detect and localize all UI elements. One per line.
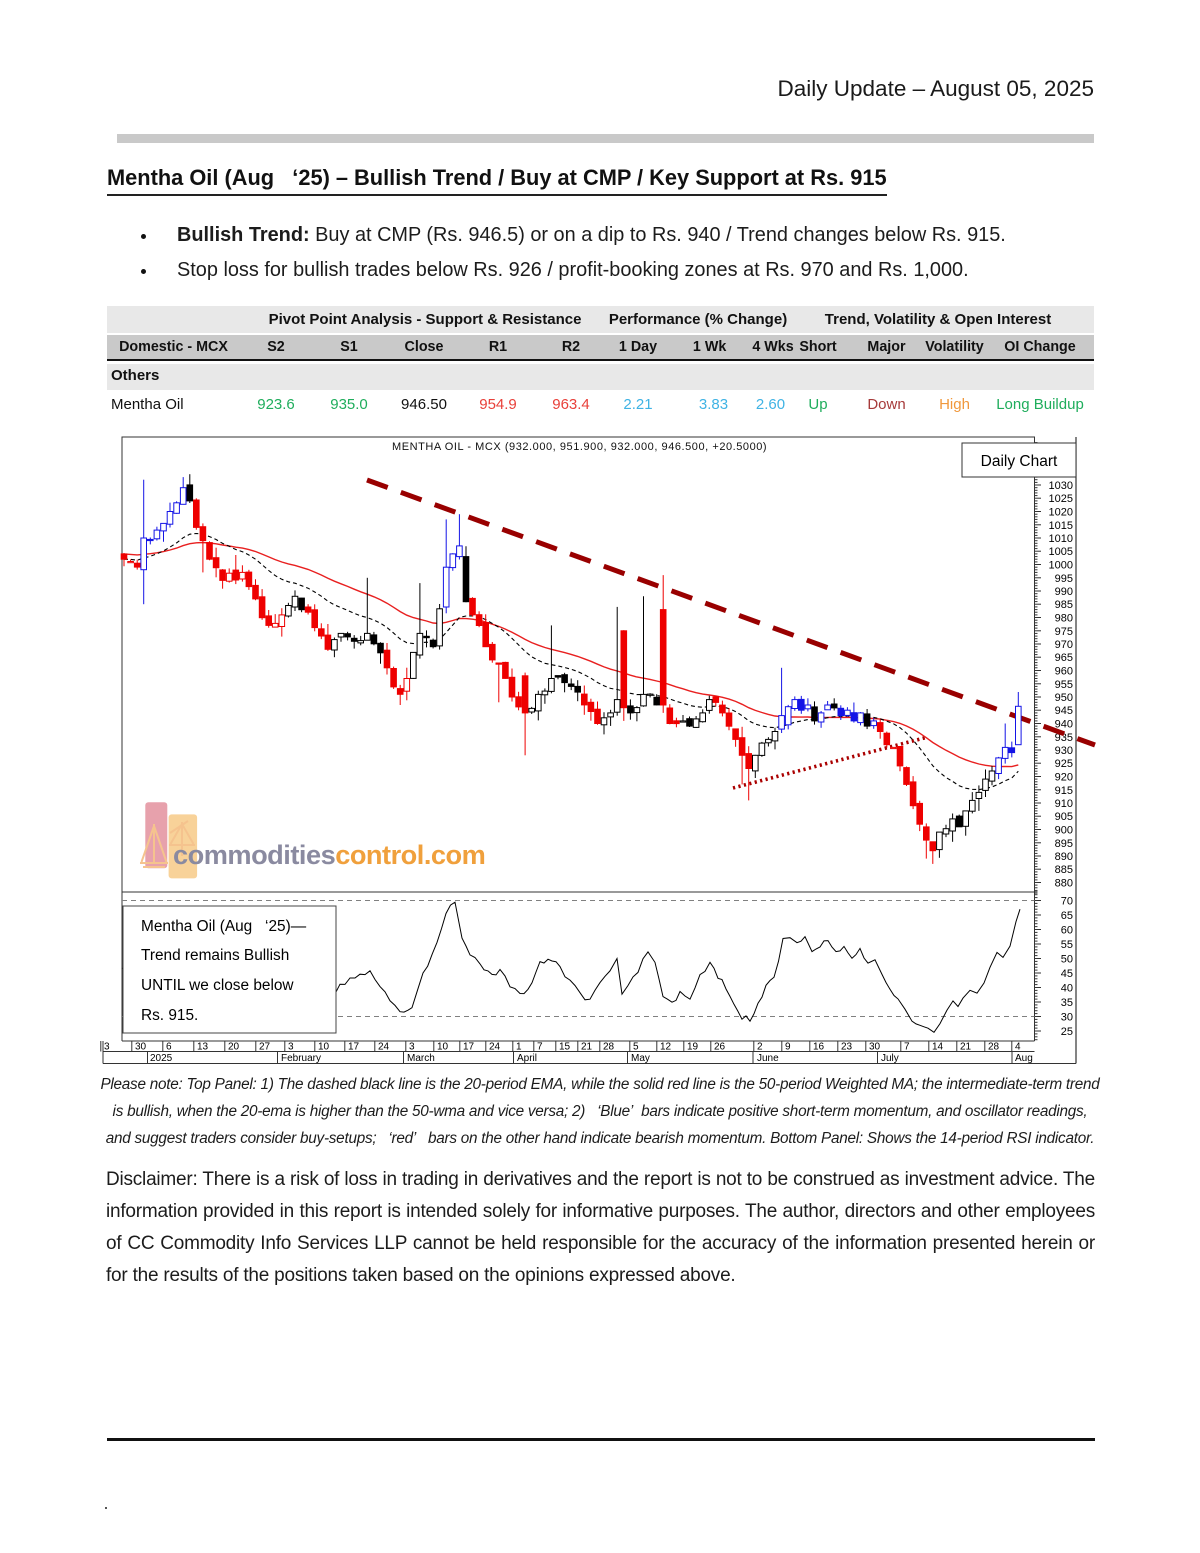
svg-text:955: 955 xyxy=(1055,679,1073,691)
svg-text:17: 17 xyxy=(348,1042,360,1053)
svg-text:Daily Chart: Daily Chart xyxy=(981,453,1058,470)
svg-text:3: 3 xyxy=(104,1042,110,1053)
svg-text:995: 995 xyxy=(1055,573,1073,585)
svg-text:1: 1 xyxy=(516,1042,522,1053)
svg-text:26: 26 xyxy=(714,1042,726,1053)
svg-text:60: 60 xyxy=(1061,925,1073,937)
svg-text:12: 12 xyxy=(660,1042,672,1053)
svg-text:Mentha Oil (Aug ‘25)—: Mentha Oil (Aug ‘25)— xyxy=(141,918,307,935)
svg-text:940: 940 xyxy=(1055,719,1073,731)
svg-text:980: 980 xyxy=(1055,613,1073,625)
svg-text:17: 17 xyxy=(463,1042,475,1053)
svg-text:915: 915 xyxy=(1055,785,1073,797)
svg-text:40: 40 xyxy=(1061,983,1073,995)
svg-text:Rs. 915.: Rs. 915. xyxy=(141,1007,198,1024)
svg-text:945: 945 xyxy=(1055,705,1073,717)
svg-text:commoditiescontrol.com: commoditiescontrol.com xyxy=(173,839,485,870)
svg-text:19: 19 xyxy=(687,1042,699,1053)
svg-text:14: 14 xyxy=(932,1042,944,1053)
svg-text:21: 21 xyxy=(960,1042,972,1053)
svg-text:910: 910 xyxy=(1055,798,1073,810)
svg-text:950: 950 xyxy=(1055,692,1073,704)
svg-text:70: 70 xyxy=(1061,896,1073,908)
svg-text:25: 25 xyxy=(1061,1026,1073,1038)
svg-text:23: 23 xyxy=(841,1042,853,1053)
svg-text:15: 15 xyxy=(559,1042,571,1053)
svg-text:1025: 1025 xyxy=(1049,493,1073,505)
svg-text:50: 50 xyxy=(1061,954,1073,966)
svg-text:24: 24 xyxy=(378,1042,390,1053)
svg-text:1000: 1000 xyxy=(1049,560,1073,572)
svg-text:890: 890 xyxy=(1055,851,1073,863)
svg-text:65: 65 xyxy=(1061,910,1073,922)
svg-text:1020: 1020 xyxy=(1049,507,1073,519)
svg-text:February: February xyxy=(281,1053,321,1064)
svg-text:30: 30 xyxy=(869,1042,881,1053)
svg-text:24: 24 xyxy=(489,1042,501,1053)
svg-text:1030: 1030 xyxy=(1049,480,1073,492)
svg-text:4: 4 xyxy=(1015,1042,1021,1053)
svg-text:10: 10 xyxy=(437,1042,449,1053)
svg-text:MENTHA OIL - MCX (932.000, 951: MENTHA OIL - MCX (932.000, 951.900, 932.… xyxy=(392,441,767,453)
svg-text:2: 2 xyxy=(757,1042,763,1053)
svg-text:925: 925 xyxy=(1055,758,1073,770)
svg-text:21: 21 xyxy=(581,1042,593,1053)
svg-text:3: 3 xyxy=(288,1042,294,1053)
svg-text:920: 920 xyxy=(1055,772,1073,784)
svg-text:May: May xyxy=(631,1053,650,1064)
svg-text:55: 55 xyxy=(1061,939,1073,951)
svg-text:35: 35 xyxy=(1061,997,1073,1009)
svg-text:900: 900 xyxy=(1055,825,1073,837)
svg-text:Aug: Aug xyxy=(1015,1053,1033,1064)
svg-text:9: 9 xyxy=(785,1042,791,1053)
svg-text:28: 28 xyxy=(988,1042,1000,1053)
svg-text:27: 27 xyxy=(259,1042,271,1053)
svg-text:885: 885 xyxy=(1055,864,1073,876)
svg-text:975: 975 xyxy=(1055,626,1073,638)
svg-text:6: 6 xyxy=(166,1042,172,1053)
svg-text:3: 3 xyxy=(409,1042,415,1053)
svg-text:20: 20 xyxy=(228,1042,240,1053)
svg-text:895: 895 xyxy=(1055,838,1073,850)
svg-text:985: 985 xyxy=(1055,599,1073,611)
svg-text:1005: 1005 xyxy=(1049,546,1073,558)
svg-text:13: 13 xyxy=(197,1042,209,1053)
svg-text:1010: 1010 xyxy=(1049,533,1073,545)
svg-text:30: 30 xyxy=(1061,1012,1073,1024)
svg-text:960: 960 xyxy=(1055,666,1073,678)
svg-text:Trend remains Bullish: Trend remains Bullish xyxy=(141,947,289,964)
svg-text:5: 5 xyxy=(633,1042,639,1053)
svg-text:990: 990 xyxy=(1055,586,1073,598)
svg-text:7: 7 xyxy=(537,1042,543,1053)
svg-text:April: April xyxy=(517,1053,537,1064)
svg-text:UNTIL we close below: UNTIL we close below xyxy=(141,977,294,994)
svg-text:June: June xyxy=(757,1053,779,1064)
svg-text:16: 16 xyxy=(813,1042,825,1053)
svg-text:30: 30 xyxy=(135,1042,147,1053)
svg-text:March: March xyxy=(407,1053,435,1064)
svg-text:45: 45 xyxy=(1061,968,1073,980)
svg-text:July: July xyxy=(881,1053,899,1064)
svg-text:7: 7 xyxy=(904,1042,910,1053)
svg-text:880: 880 xyxy=(1055,878,1073,890)
svg-text:930: 930 xyxy=(1055,745,1073,757)
svg-text:935: 935 xyxy=(1055,732,1073,744)
svg-text:10: 10 xyxy=(318,1042,330,1053)
svg-text:1015: 1015 xyxy=(1049,520,1073,532)
svg-text:965: 965 xyxy=(1055,652,1073,664)
svg-text:970: 970 xyxy=(1055,639,1073,651)
svg-text:28: 28 xyxy=(603,1042,615,1053)
svg-text:2025: 2025 xyxy=(150,1053,173,1064)
svg-text:905: 905 xyxy=(1055,811,1073,823)
